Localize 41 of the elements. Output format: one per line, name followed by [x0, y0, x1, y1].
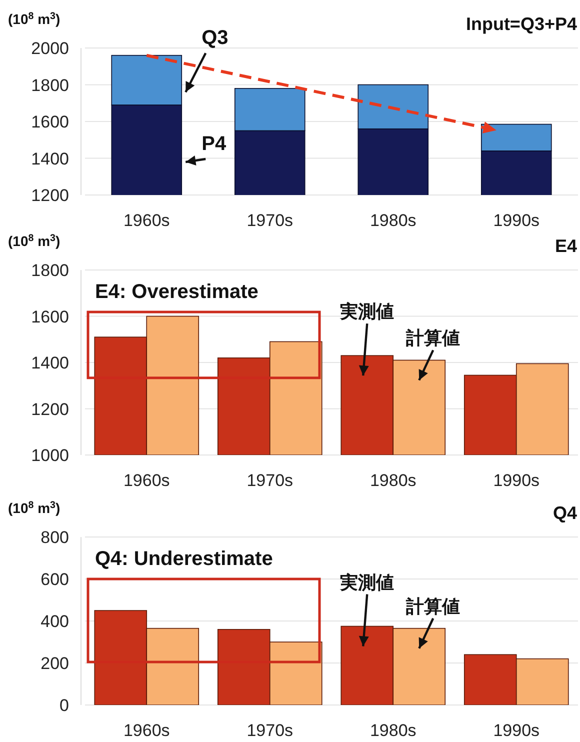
annotation: Q4: Underestimate — [95, 548, 273, 570]
y-tick-label: 1600 — [31, 307, 69, 326]
y-tick-label: 0 — [60, 696, 69, 715]
series-label: 実測値 — [339, 302, 394, 322]
y-tick-label: 1400 — [31, 149, 69, 168]
series-label: P4 — [202, 132, 227, 155]
series-label: Q3 — [202, 27, 228, 50]
chart-title: E4 — [554, 236, 577, 256]
y-axis-title: (10$^{8}$ m$^{3}$) — [8, 232, 60, 249]
y-tick-label: 800 — [40, 528, 69, 547]
y-tick-label: 1400 — [31, 354, 69, 372]
x-tick-label: 1970s — [246, 471, 294, 490]
series-label: 計算値 — [405, 596, 460, 616]
y-tick-label: 1800 — [31, 261, 69, 280]
y-tick-label: 1800 — [31, 76, 69, 95]
y-axis-title: (10$^{8}$ m$^{3}$) — [8, 500, 60, 516]
x-tick-label: 1990s — [493, 721, 540, 740]
series-label: 実測値 — [339, 572, 394, 592]
x-tick-label: 1970s — [246, 721, 294, 740]
x-tick-label: 1990s — [493, 471, 540, 490]
y-tick-label: 2000 — [31, 39, 69, 58]
series-label: 計算値 — [405, 328, 460, 348]
x-tick-label: 1960s — [123, 211, 170, 230]
y-tick-label: 1200 — [31, 400, 69, 419]
x-tick-label: 1980s — [370, 211, 416, 230]
chart-title: Input=Q3+P4 — [466, 14, 577, 34]
chart-title: Q4 — [552, 503, 577, 523]
y-tick-label: 200 — [40, 654, 69, 673]
y-tick-label: 400 — [40, 612, 69, 631]
x-tick-label: 1960s — [123, 471, 170, 490]
x-tick-label: 1980s — [370, 471, 416, 490]
y-tick-label: 1600 — [31, 112, 69, 132]
x-tick-label: 1960s — [123, 721, 170, 740]
y-tick-label: 1000 — [31, 446, 69, 465]
y-tick-label: 600 — [40, 570, 69, 589]
x-tick-label: 1970s — [246, 211, 294, 230]
x-tick-label: 1990s — [493, 211, 540, 230]
annotation: E4: Overestimate — [95, 281, 258, 303]
y-tick-label: 1200 — [31, 186, 69, 205]
y-axis-title: (10$^{8}$ m$^{3}$) — [8, 10, 60, 27]
x-tick-label: 1980s — [370, 721, 416, 740]
